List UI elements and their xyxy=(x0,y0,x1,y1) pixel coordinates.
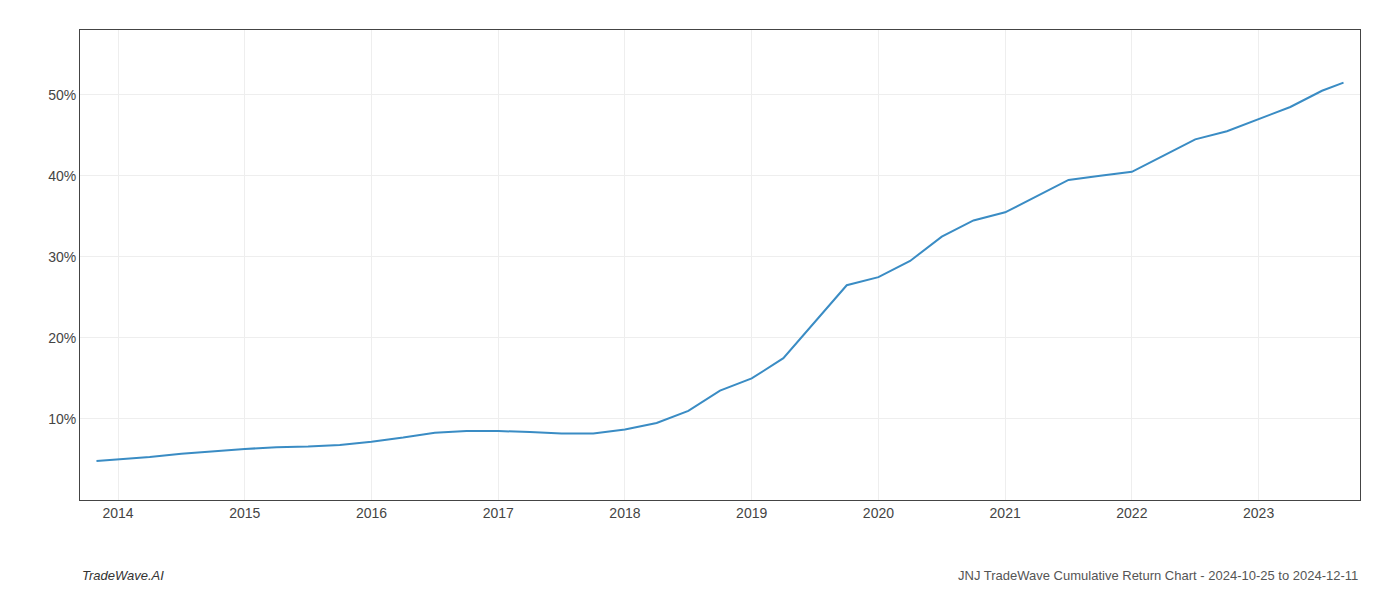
svg-text:50%: 50% xyxy=(48,87,76,103)
svg-text:2023: 2023 xyxy=(1243,505,1274,521)
svg-text:2017: 2017 xyxy=(483,505,514,521)
svg-text:2020: 2020 xyxy=(863,505,894,521)
svg-text:30%: 30% xyxy=(48,249,76,265)
svg-text:2016: 2016 xyxy=(356,505,387,521)
svg-text:2014: 2014 xyxy=(102,505,133,521)
svg-text:2019: 2019 xyxy=(736,505,767,521)
svg-text:JNJ TradeWave Cumulative Retur: JNJ TradeWave Cumulative Return Chart - … xyxy=(958,568,1358,583)
svg-text:2021: 2021 xyxy=(990,505,1021,521)
svg-text:2018: 2018 xyxy=(609,505,640,521)
svg-text:40%: 40% xyxy=(48,168,76,184)
svg-text:2022: 2022 xyxy=(1116,505,1147,521)
svg-text:TradeWave.AI: TradeWave.AI xyxy=(82,568,164,583)
svg-text:10%: 10% xyxy=(48,411,76,427)
svg-text:2015: 2015 xyxy=(229,505,260,521)
svg-text:20%: 20% xyxy=(48,330,76,346)
